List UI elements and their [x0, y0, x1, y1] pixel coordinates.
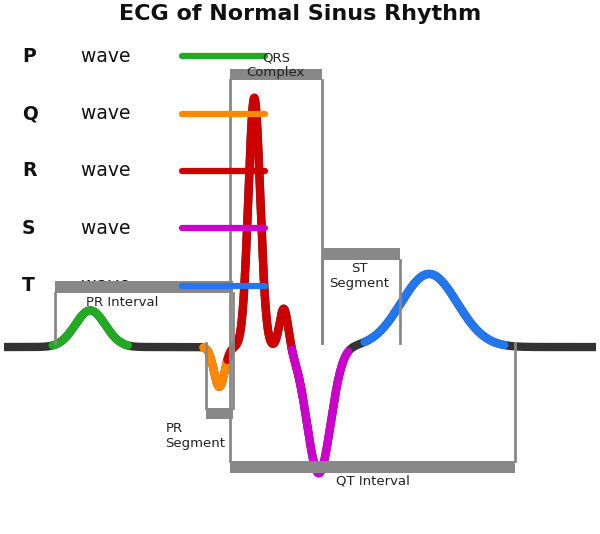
FancyBboxPatch shape: [206, 407, 233, 420]
Text: P: P: [22, 46, 35, 66]
FancyBboxPatch shape: [55, 281, 233, 293]
Text: R: R: [22, 161, 37, 180]
FancyBboxPatch shape: [230, 461, 515, 473]
Text: T: T: [22, 276, 35, 295]
FancyBboxPatch shape: [322, 248, 400, 260]
Text: QRS
Complex: QRS Complex: [247, 51, 305, 79]
Text: Q: Q: [22, 104, 38, 123]
Text: wave: wave: [75, 276, 131, 295]
Text: PR
Segment: PR Segment: [166, 422, 226, 450]
Text: PR Interval: PR Interval: [86, 295, 158, 309]
Text: ST
Segment: ST Segment: [329, 262, 389, 290]
Text: wave: wave: [75, 104, 131, 123]
Text: wave: wave: [75, 219, 131, 238]
Text: wave: wave: [75, 46, 131, 66]
Text: QT Interval: QT Interval: [335, 475, 410, 488]
Text: wave: wave: [75, 161, 131, 180]
FancyBboxPatch shape: [230, 68, 322, 81]
Title: ECG of Normal Sinus Rhythm: ECG of Normal Sinus Rhythm: [119, 4, 481, 24]
Text: S: S: [22, 219, 35, 238]
